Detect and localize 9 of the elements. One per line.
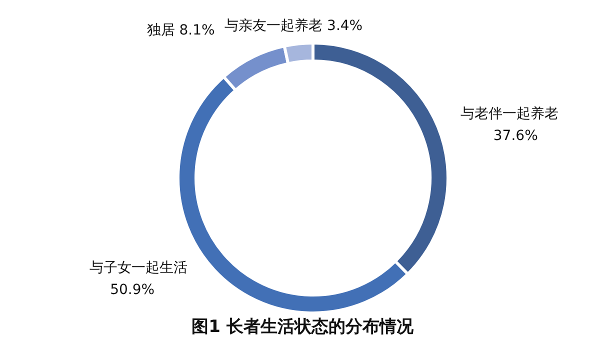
text: 图1 长者生活状态的分布情况 (190, 316, 414, 338)
slice-label: 独居 (146, 22, 175, 39)
slice-label: 与子女一起生活 (89, 260, 188, 276)
data-label: 3.4% (327, 18, 363, 34)
data-label: 50.9% (110, 282, 155, 298)
data-label: 8.1% (179, 22, 215, 39)
slice-label: 与亲友一起养老 (224, 18, 323, 34)
slice-label: 与老伴一起养老 (460, 106, 559, 122)
data-label: 37.6% (493, 128, 538, 144)
